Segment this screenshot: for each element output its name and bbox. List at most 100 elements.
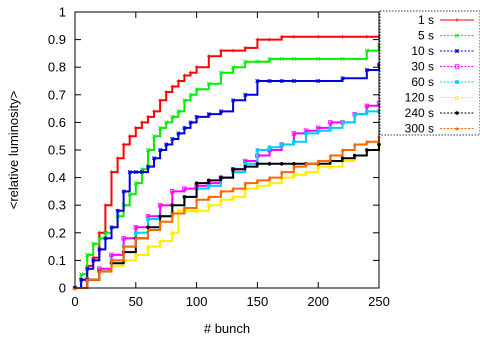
data-point <box>157 202 163 208</box>
plot-frame <box>74 11 380 289</box>
data-point <box>206 112 211 117</box>
series-line <box>75 45 380 289</box>
data-point <box>365 109 369 114</box>
data-point <box>182 98 187 103</box>
data-point <box>170 211 175 216</box>
data-point <box>243 181 248 185</box>
series-4 <box>72 100 382 291</box>
data-point <box>267 78 272 84</box>
data-point <box>219 48 223 53</box>
legend-marker <box>454 64 460 69</box>
legend-label: 30 s <box>411 60 434 74</box>
data-point <box>206 81 211 86</box>
data-point <box>364 48 369 53</box>
data-point <box>91 241 96 246</box>
data-point <box>352 112 357 116</box>
data-point <box>230 98 236 103</box>
data-point <box>152 109 156 114</box>
data-point <box>279 162 284 166</box>
data-point <box>316 78 321 84</box>
data-point <box>254 183 260 189</box>
data-point <box>140 120 144 125</box>
data-point <box>218 70 224 75</box>
data-point <box>188 120 193 125</box>
data-point <box>340 56 345 62</box>
data-point <box>303 169 309 175</box>
legend-label: 60 s <box>411 75 434 89</box>
data-point <box>291 131 297 136</box>
data-point <box>134 236 138 241</box>
data-point <box>206 54 211 58</box>
data-point <box>291 56 296 62</box>
data-point <box>164 90 168 94</box>
data-point <box>291 172 297 178</box>
data-point <box>316 128 320 133</box>
data-point <box>182 206 187 210</box>
data-point <box>206 195 211 199</box>
data-point <box>279 35 284 39</box>
y-tick-label: 0.8 <box>48 60 66 75</box>
data-point <box>267 175 272 180</box>
data-point <box>243 46 248 50</box>
data-point <box>267 180 273 186</box>
data-point <box>255 78 260 84</box>
data-point <box>206 178 211 183</box>
data-point <box>340 35 345 39</box>
plot-area <box>72 35 382 291</box>
data-point <box>255 178 260 183</box>
y-tick-label: 0.5 <box>48 143 66 158</box>
data-point <box>170 136 175 142</box>
data-point <box>194 181 199 185</box>
data-point <box>194 208 200 213</box>
data-point <box>134 231 138 235</box>
data-point <box>127 192 132 197</box>
legend-label: 1 s <box>418 13 434 27</box>
y-tick-label: 0.4 <box>48 170 66 185</box>
data-point <box>352 142 357 147</box>
legend-marker <box>455 126 459 131</box>
data-point <box>133 252 139 258</box>
legend-marker <box>454 94 460 100</box>
data-point <box>164 142 169 147</box>
data-point <box>255 37 260 42</box>
data-point <box>146 217 150 221</box>
data-point <box>328 153 333 158</box>
data-point <box>170 114 175 119</box>
legend-marker <box>455 111 459 115</box>
y-tick-label: 0 <box>59 281 66 296</box>
data-point <box>365 35 369 39</box>
data-point <box>292 164 296 169</box>
data-point <box>243 164 248 169</box>
data-point <box>194 87 199 92</box>
data-point <box>103 203 108 207</box>
data-point <box>364 67 369 73</box>
data-point <box>158 219 162 224</box>
data-point <box>85 277 89 282</box>
series-line <box>75 136 380 289</box>
data-point <box>267 37 272 42</box>
data-point <box>365 148 369 152</box>
x-axis-title: # bunch <box>204 321 250 336</box>
data-point <box>206 202 212 208</box>
data-point <box>176 79 181 83</box>
data-point <box>292 35 296 39</box>
data-point <box>97 231 102 235</box>
data-point <box>145 147 151 153</box>
data-point <box>255 59 260 64</box>
y-tick-label: 1 <box>59 5 66 20</box>
data-point <box>219 175 223 180</box>
data-point <box>194 114 199 119</box>
legend-entry: 300 s <box>405 122 474 136</box>
data-point <box>327 163 333 169</box>
data-point <box>352 153 357 158</box>
data-point <box>146 228 150 232</box>
data-point <box>218 109 224 114</box>
legend-box <box>379 10 480 136</box>
legend-entry: 60 s <box>411 75 474 89</box>
data-point <box>170 189 175 194</box>
y-tick-label: 0.9 <box>48 32 66 47</box>
y-tick-label: 0.6 <box>48 115 66 130</box>
y-tick-label: 0.2 <box>48 225 66 240</box>
data-point <box>134 126 138 130</box>
data-point <box>91 258 96 263</box>
